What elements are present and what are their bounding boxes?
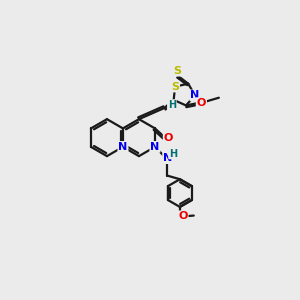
Text: N: N: [118, 142, 128, 152]
Text: H: H: [169, 148, 177, 158]
Text: O: O: [164, 133, 173, 143]
Text: O: O: [178, 211, 188, 221]
Text: N: N: [163, 153, 172, 163]
Text: S: S: [173, 66, 181, 76]
Text: O: O: [197, 98, 206, 108]
Text: N: N: [190, 90, 200, 100]
Text: H: H: [168, 100, 176, 110]
Text: N: N: [150, 142, 160, 152]
Text: S: S: [171, 82, 179, 92]
